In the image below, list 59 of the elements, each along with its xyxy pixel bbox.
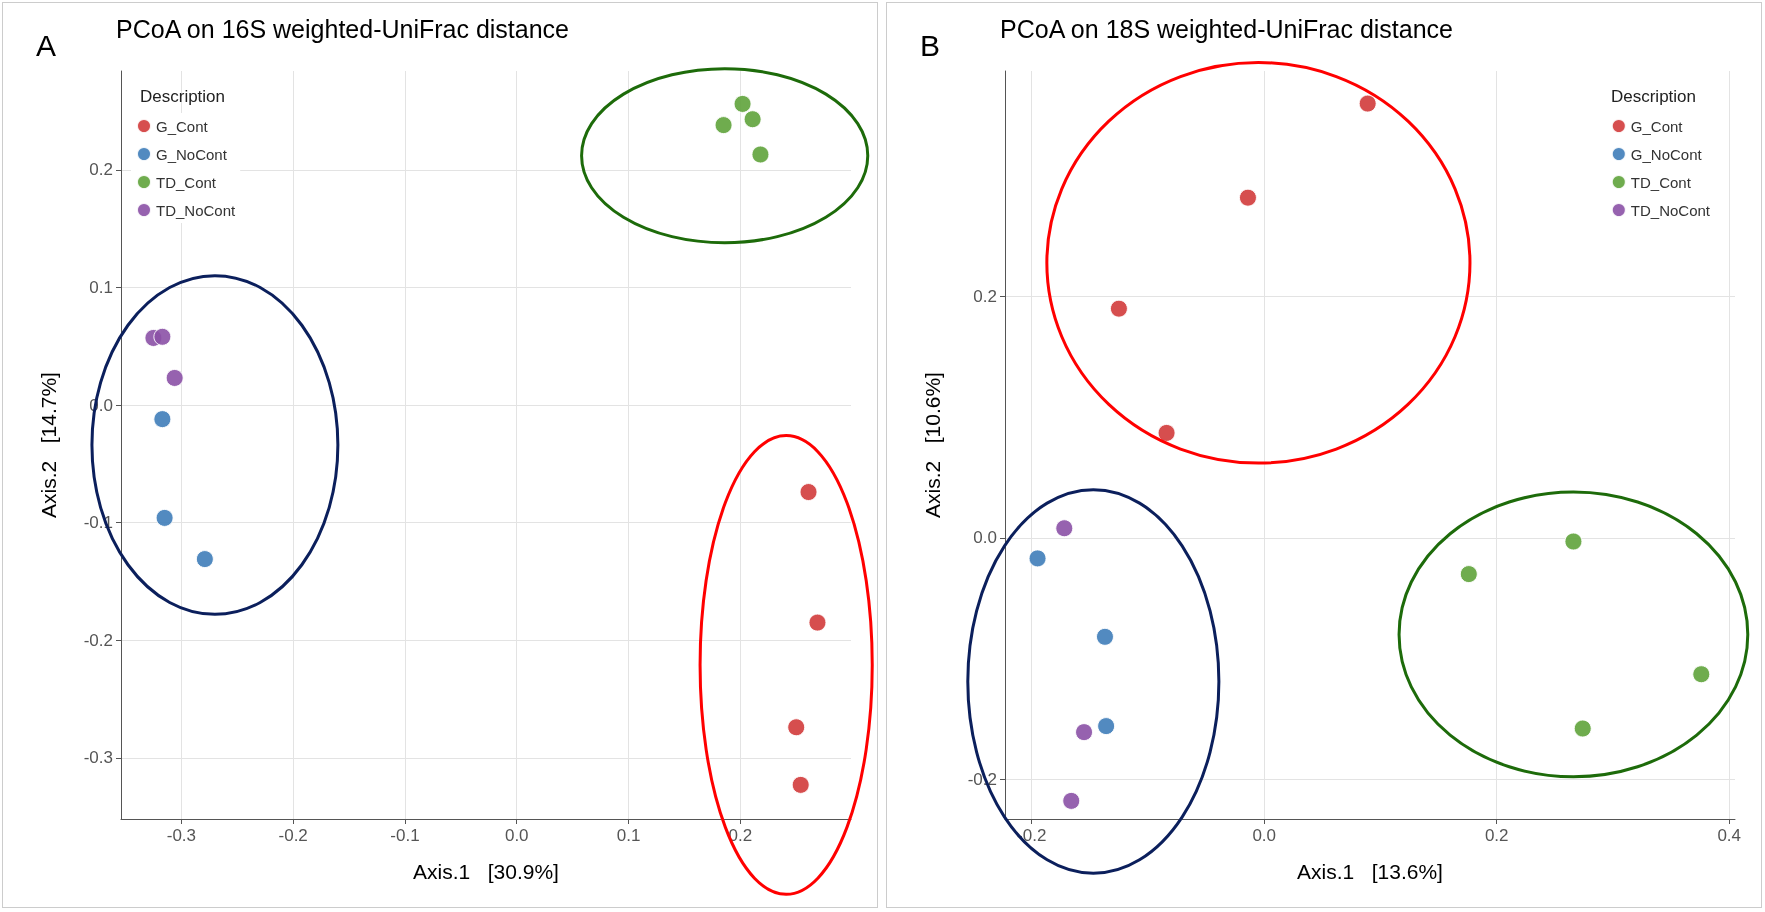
point bbox=[165, 368, 184, 387]
y-tick-label: 0.1 bbox=[89, 277, 113, 297]
x-tick-label: 0.2 bbox=[1484, 826, 1509, 845]
legend-label: G_Cont bbox=[156, 117, 209, 135]
point bbox=[787, 718, 806, 737]
legend-label: G_NoCont bbox=[1630, 145, 1703, 163]
x-tick-label: 0.0 bbox=[1252, 826, 1277, 845]
text: B bbox=[920, 28, 941, 62]
legend-title: Description bbox=[1610, 87, 1697, 106]
y-tick-label: -0.3 bbox=[83, 748, 113, 768]
point bbox=[1097, 717, 1116, 736]
x-tick-label: -0.1 bbox=[390, 826, 420, 845]
x-tick-label: 0.4 bbox=[1717, 826, 1742, 845]
point bbox=[808, 613, 827, 632]
point bbox=[1075, 723, 1094, 742]
point bbox=[195, 550, 214, 569]
point bbox=[1564, 532, 1583, 551]
point bbox=[1062, 791, 1081, 810]
y-tick-label: 0.0 bbox=[973, 528, 997, 548]
point bbox=[751, 145, 770, 164]
x-tick-label: 0.1 bbox=[616, 826, 641, 845]
point bbox=[1055, 519, 1074, 538]
point bbox=[733, 94, 752, 113]
legend-label: TD_Cont bbox=[156, 173, 217, 191]
text: A bbox=[36, 28, 57, 62]
y-tick-label: 0.2 bbox=[973, 287, 997, 307]
x-tick-label: -0.2 bbox=[278, 826, 308, 845]
point bbox=[1238, 188, 1257, 207]
point bbox=[714, 116, 733, 135]
point bbox=[799, 483, 818, 502]
y-tick-label: 0.2 bbox=[89, 160, 113, 180]
point bbox=[153, 327, 172, 346]
y-axis-title: Axis.2 [14.7%] bbox=[37, 372, 60, 518]
point bbox=[1028, 549, 1047, 568]
point bbox=[1358, 94, 1377, 113]
y-tick-label: -0.2 bbox=[83, 630, 113, 650]
x-axis-title: Axis.1 [13.6%] bbox=[1297, 860, 1443, 883]
x-tick-label: 0.0 bbox=[504, 826, 529, 845]
chart-title: PCoA on 16S weighted-UniFrac distance bbox=[116, 14, 570, 43]
point bbox=[1459, 565, 1478, 584]
legend-title: Description bbox=[140, 87, 226, 106]
x-axis-title: Axis.1 [30.9%] bbox=[413, 860, 559, 883]
legend-label: TD_NoCont bbox=[156, 201, 237, 219]
point bbox=[1573, 719, 1592, 738]
chart-title: PCoA on 18S weighted-UniFrac distance bbox=[1000, 14, 1454, 43]
y-axis-title: Axis.2 [10.6%] bbox=[921, 372, 944, 518]
legend-label: TD_Cont bbox=[1630, 173, 1692, 191]
point bbox=[1109, 299, 1128, 318]
point bbox=[155, 508, 174, 527]
legend-label: G_NoCont bbox=[156, 145, 228, 163]
x-tick-label: -0.3 bbox=[166, 826, 197, 845]
legend-label: G_Cont bbox=[1630, 117, 1684, 135]
point bbox=[791, 775, 810, 794]
point bbox=[1157, 423, 1176, 442]
point bbox=[1692, 665, 1711, 684]
point bbox=[1095, 627, 1114, 646]
legend-label: TD_NoCont bbox=[1630, 201, 1711, 219]
point bbox=[153, 410, 172, 429]
point bbox=[743, 110, 762, 129]
